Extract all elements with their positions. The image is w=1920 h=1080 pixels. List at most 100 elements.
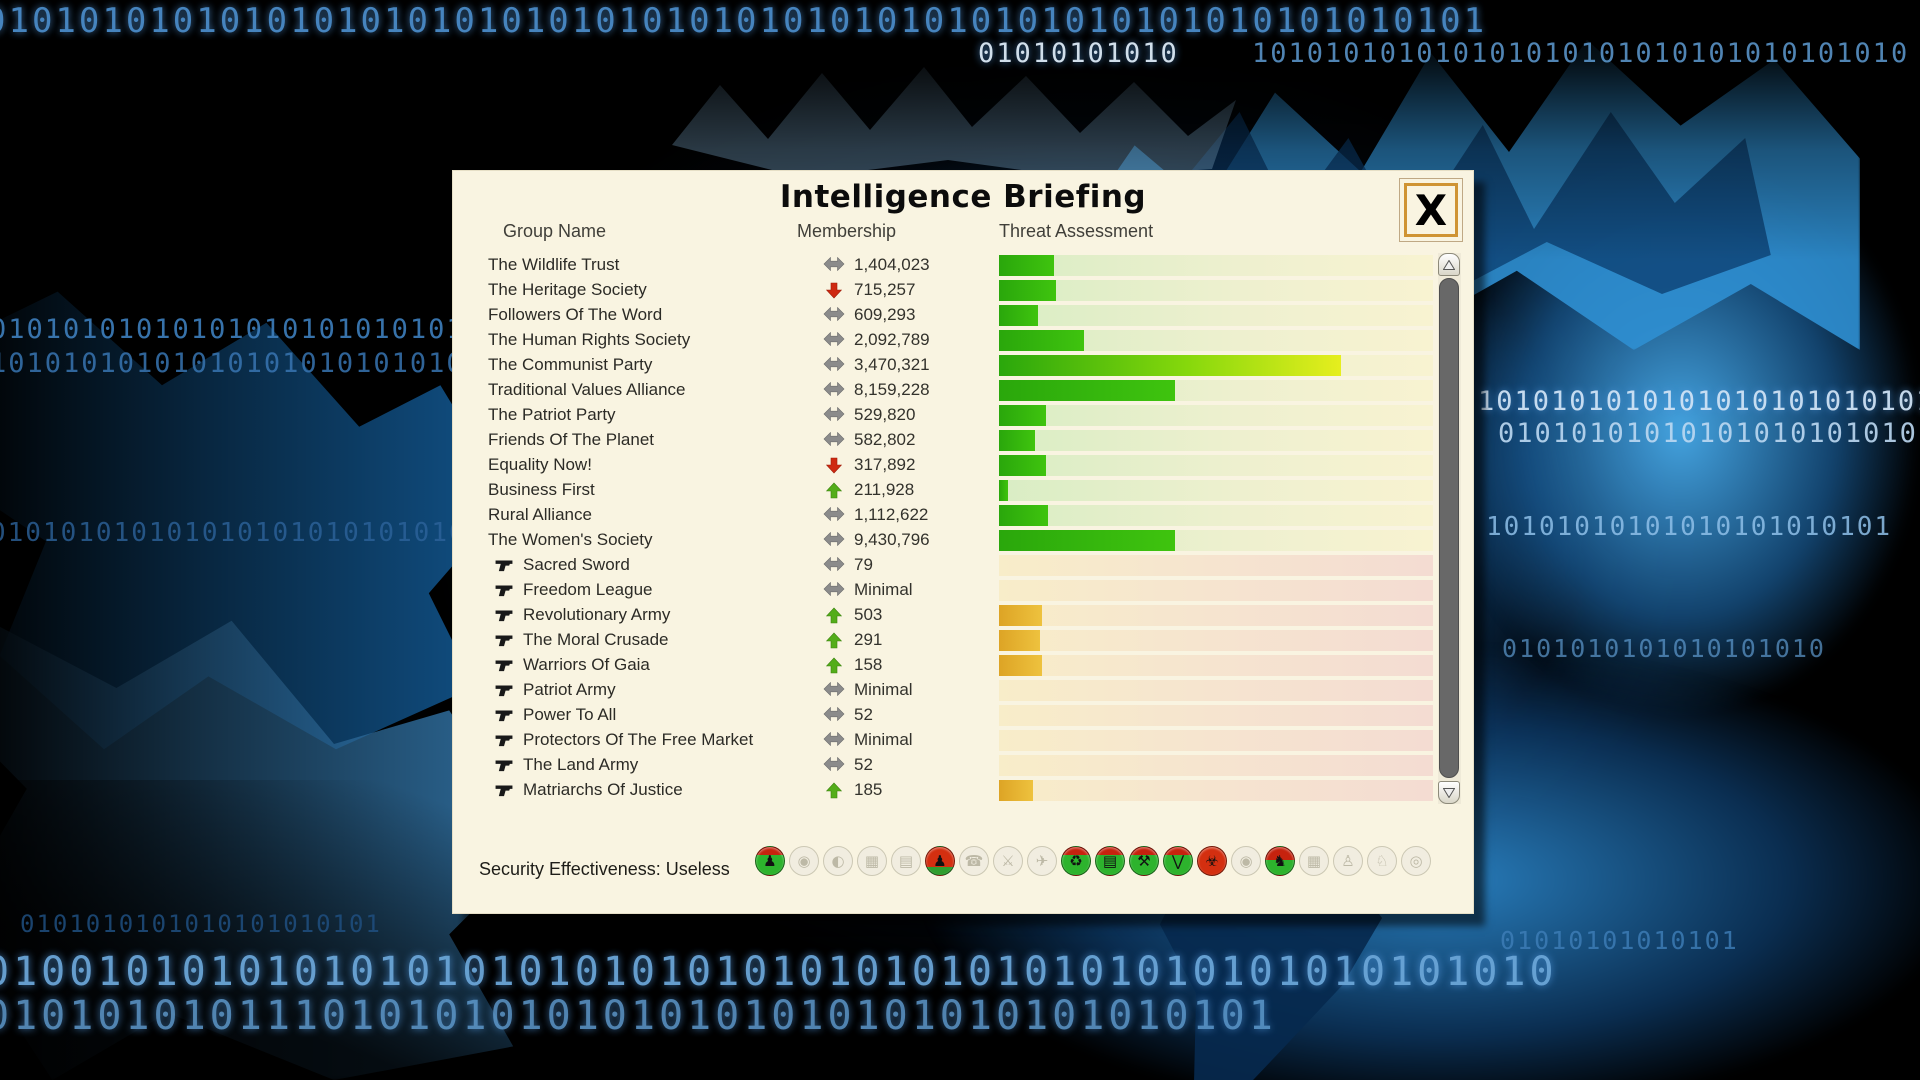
membership-value: 317,892: [854, 455, 916, 474]
membership-trend-steady: [821, 381, 847, 399]
binary-code-text: 0101010101010101010101010101010101010101…: [0, 1, 1488, 41]
binary-code-text: 0101010101010101010: [1502, 634, 1826, 663]
membership-trend-up: [821, 482, 847, 499]
security-policy-icon-citizen-register[interactable]: ◎: [1401, 846, 1431, 876]
security-policy-icon-interrogation[interactable]: ♘: [1367, 846, 1397, 876]
threat-bar-track: [999, 505, 1433, 526]
membership-value: Minimal: [854, 680, 913, 699]
membership-trend-steady: [821, 731, 847, 749]
group-row[interactable]: Power To All 52: [453, 703, 1473, 728]
membership-trend-up: [821, 632, 847, 649]
threat-bar-fill: [999, 280, 1056, 301]
security-policy-icon-border-controls[interactable]: ▤: [1095, 846, 1125, 876]
trend-up-icon: [825, 782, 843, 799]
group-name: The Communist Party: [488, 355, 653, 374]
group-row[interactable]: Freedom League Minimal: [453, 578, 1473, 603]
group-row[interactable]: The Wildlife Trust 1,404,023: [453, 253, 1473, 278]
membership-trend-steady: [821, 581, 847, 599]
militant-gun-icon: [495, 760, 513, 772]
group-row[interactable]: Business First 211,928: [453, 478, 1473, 503]
security-policy-icon-wiretapping[interactable]: ⋁: [1163, 846, 1193, 876]
security-policy-icon-police-force[interactable]: ♟: [925, 846, 955, 876]
trend-steady-icon: [823, 381, 845, 397]
threat-bar-fill: [999, 630, 1040, 651]
trend-steady-icon: [823, 431, 845, 447]
trend-down-icon: [825, 457, 843, 474]
threat-bar-fill: [999, 530, 1175, 551]
membership-trend-down: [821, 282, 847, 299]
membership-trend-steady: [821, 356, 847, 374]
group-row[interactable]: Protectors Of The Free Market Minimal: [453, 728, 1473, 753]
scroll-down-button[interactable]: [1438, 781, 1460, 804]
security-policy-icon-informers[interactable]: ☣: [1197, 846, 1227, 876]
security-policy-icon-phone-tapping[interactable]: ☎: [959, 846, 989, 876]
membership-value: 2,092,789: [854, 330, 930, 349]
membership-trend-down: [821, 457, 847, 474]
group-row[interactable]: Friends Of The Planet 582,802: [453, 428, 1473, 453]
trend-steady-icon: [823, 531, 845, 547]
binary-code-text: 10101010101010101010101010: [1478, 386, 1920, 417]
membership-trend-steady: [821, 756, 847, 774]
security-policy-icon-armed-police[interactable]: ♟: [755, 846, 785, 876]
security-policy-icon-detention-without-trial[interactable]: ▦: [1299, 846, 1329, 876]
threat-bar-track: [999, 355, 1433, 376]
binary-code-text: 0101010101110101010101010101010101010101…: [0, 993, 1277, 1039]
group-row[interactable]: Patriot Army Minimal: [453, 678, 1473, 703]
membership-trend-up: [821, 657, 847, 674]
group-row[interactable]: Revolutionary Army 503: [453, 603, 1473, 628]
militant-gun-icon: [495, 635, 513, 647]
group-row[interactable]: The Communist Party 3,470,321: [453, 353, 1473, 378]
militant-gun-icon: [495, 610, 513, 622]
group-row[interactable]: The Land Army 52: [453, 753, 1473, 778]
trend-steady-icon: [823, 256, 845, 272]
trend-down-icon: [825, 282, 843, 299]
group-name: Sacred Sword: [523, 555, 630, 574]
group-row[interactable]: The Moral Crusade 291: [453, 628, 1473, 653]
group-row[interactable]: Sacred Sword 79: [453, 553, 1473, 578]
security-policy-icon-cctv-cameras[interactable]: ◉: [789, 846, 819, 876]
threat-bar-track: [999, 655, 1433, 676]
group-row[interactable]: Warriors Of Gaia 158: [453, 653, 1473, 678]
threat-bar-track: [999, 580, 1433, 601]
security-policy-icon-curfews[interactable]: ◐: [823, 846, 853, 876]
security-policy-icon-stop-and-search[interactable]: ⚒: [1129, 846, 1159, 876]
scrollbar-thumb[interactable]: [1439, 278, 1459, 778]
membership-value: Minimal: [854, 730, 913, 749]
group-row[interactable]: The Human Rights Society 2,092,789: [453, 328, 1473, 353]
scroll-up-button[interactable]: [1438, 253, 1460, 276]
security-policy-icon-intelligence-services[interactable]: ♻: [1061, 846, 1091, 876]
binary-code-text: 0101010101010101010101: [20, 910, 382, 938]
security-policy-icon-random-inspections[interactable]: ♙: [1333, 846, 1363, 876]
group-row[interactable]: Traditional Values Alliance 8,159,228: [453, 378, 1473, 403]
group-name: The Heritage Society: [488, 280, 647, 299]
security-policy-icon-secret-police[interactable]: ♞: [1265, 846, 1295, 876]
triangle-up-icon: [1443, 259, 1455, 270]
security-policy-icon-armed-response[interactable]: ⚔: [993, 846, 1023, 876]
militant-gun-icon: [495, 735, 513, 747]
security-policy-icon-id-cards[interactable]: ▤: [891, 846, 921, 876]
security-policy-icon-security-cameras[interactable]: ◉: [1231, 846, 1261, 876]
militant-gun-icon: [495, 660, 513, 672]
group-row[interactable]: Followers Of The Word 609,293: [453, 303, 1473, 328]
group-row[interactable]: The Women's Society 9,430,796: [453, 528, 1473, 553]
binary-code-text: 1010101010101010101010101010: [0, 348, 502, 379]
security-policy-icon-prisons[interactable]: ▦: [857, 846, 887, 876]
threat-bar-fill: [999, 455, 1046, 476]
group-row[interactable]: Rural Alliance 1,112,622: [453, 503, 1473, 528]
membership-value: 185: [854, 780, 883, 799]
group-row[interactable]: The Patriot Party 529,820: [453, 403, 1473, 428]
membership-trend-steady: [821, 706, 847, 724]
group-row[interactable]: The Heritage Society 715,257: [453, 278, 1473, 303]
membership-trend-steady: [821, 256, 847, 274]
militant-gun-icon: [495, 560, 513, 572]
security-policy-icon-surveillance-drones[interactable]: ✈: [1027, 846, 1057, 876]
group-row[interactable]: Equality Now! 317,892: [453, 453, 1473, 478]
intelligence-briefing-dialog: Intelligence Briefing X Group Name Membe…: [452, 170, 1474, 914]
trend-steady-icon: [823, 731, 845, 747]
group-row[interactable]: Matriarchs Of Justice 185: [453, 778, 1473, 803]
trend-steady-icon: [823, 331, 845, 347]
threat-bar-track: [999, 630, 1433, 651]
threat-bar-fill: [999, 480, 1008, 501]
close-button[interactable]: X: [1399, 178, 1463, 242]
